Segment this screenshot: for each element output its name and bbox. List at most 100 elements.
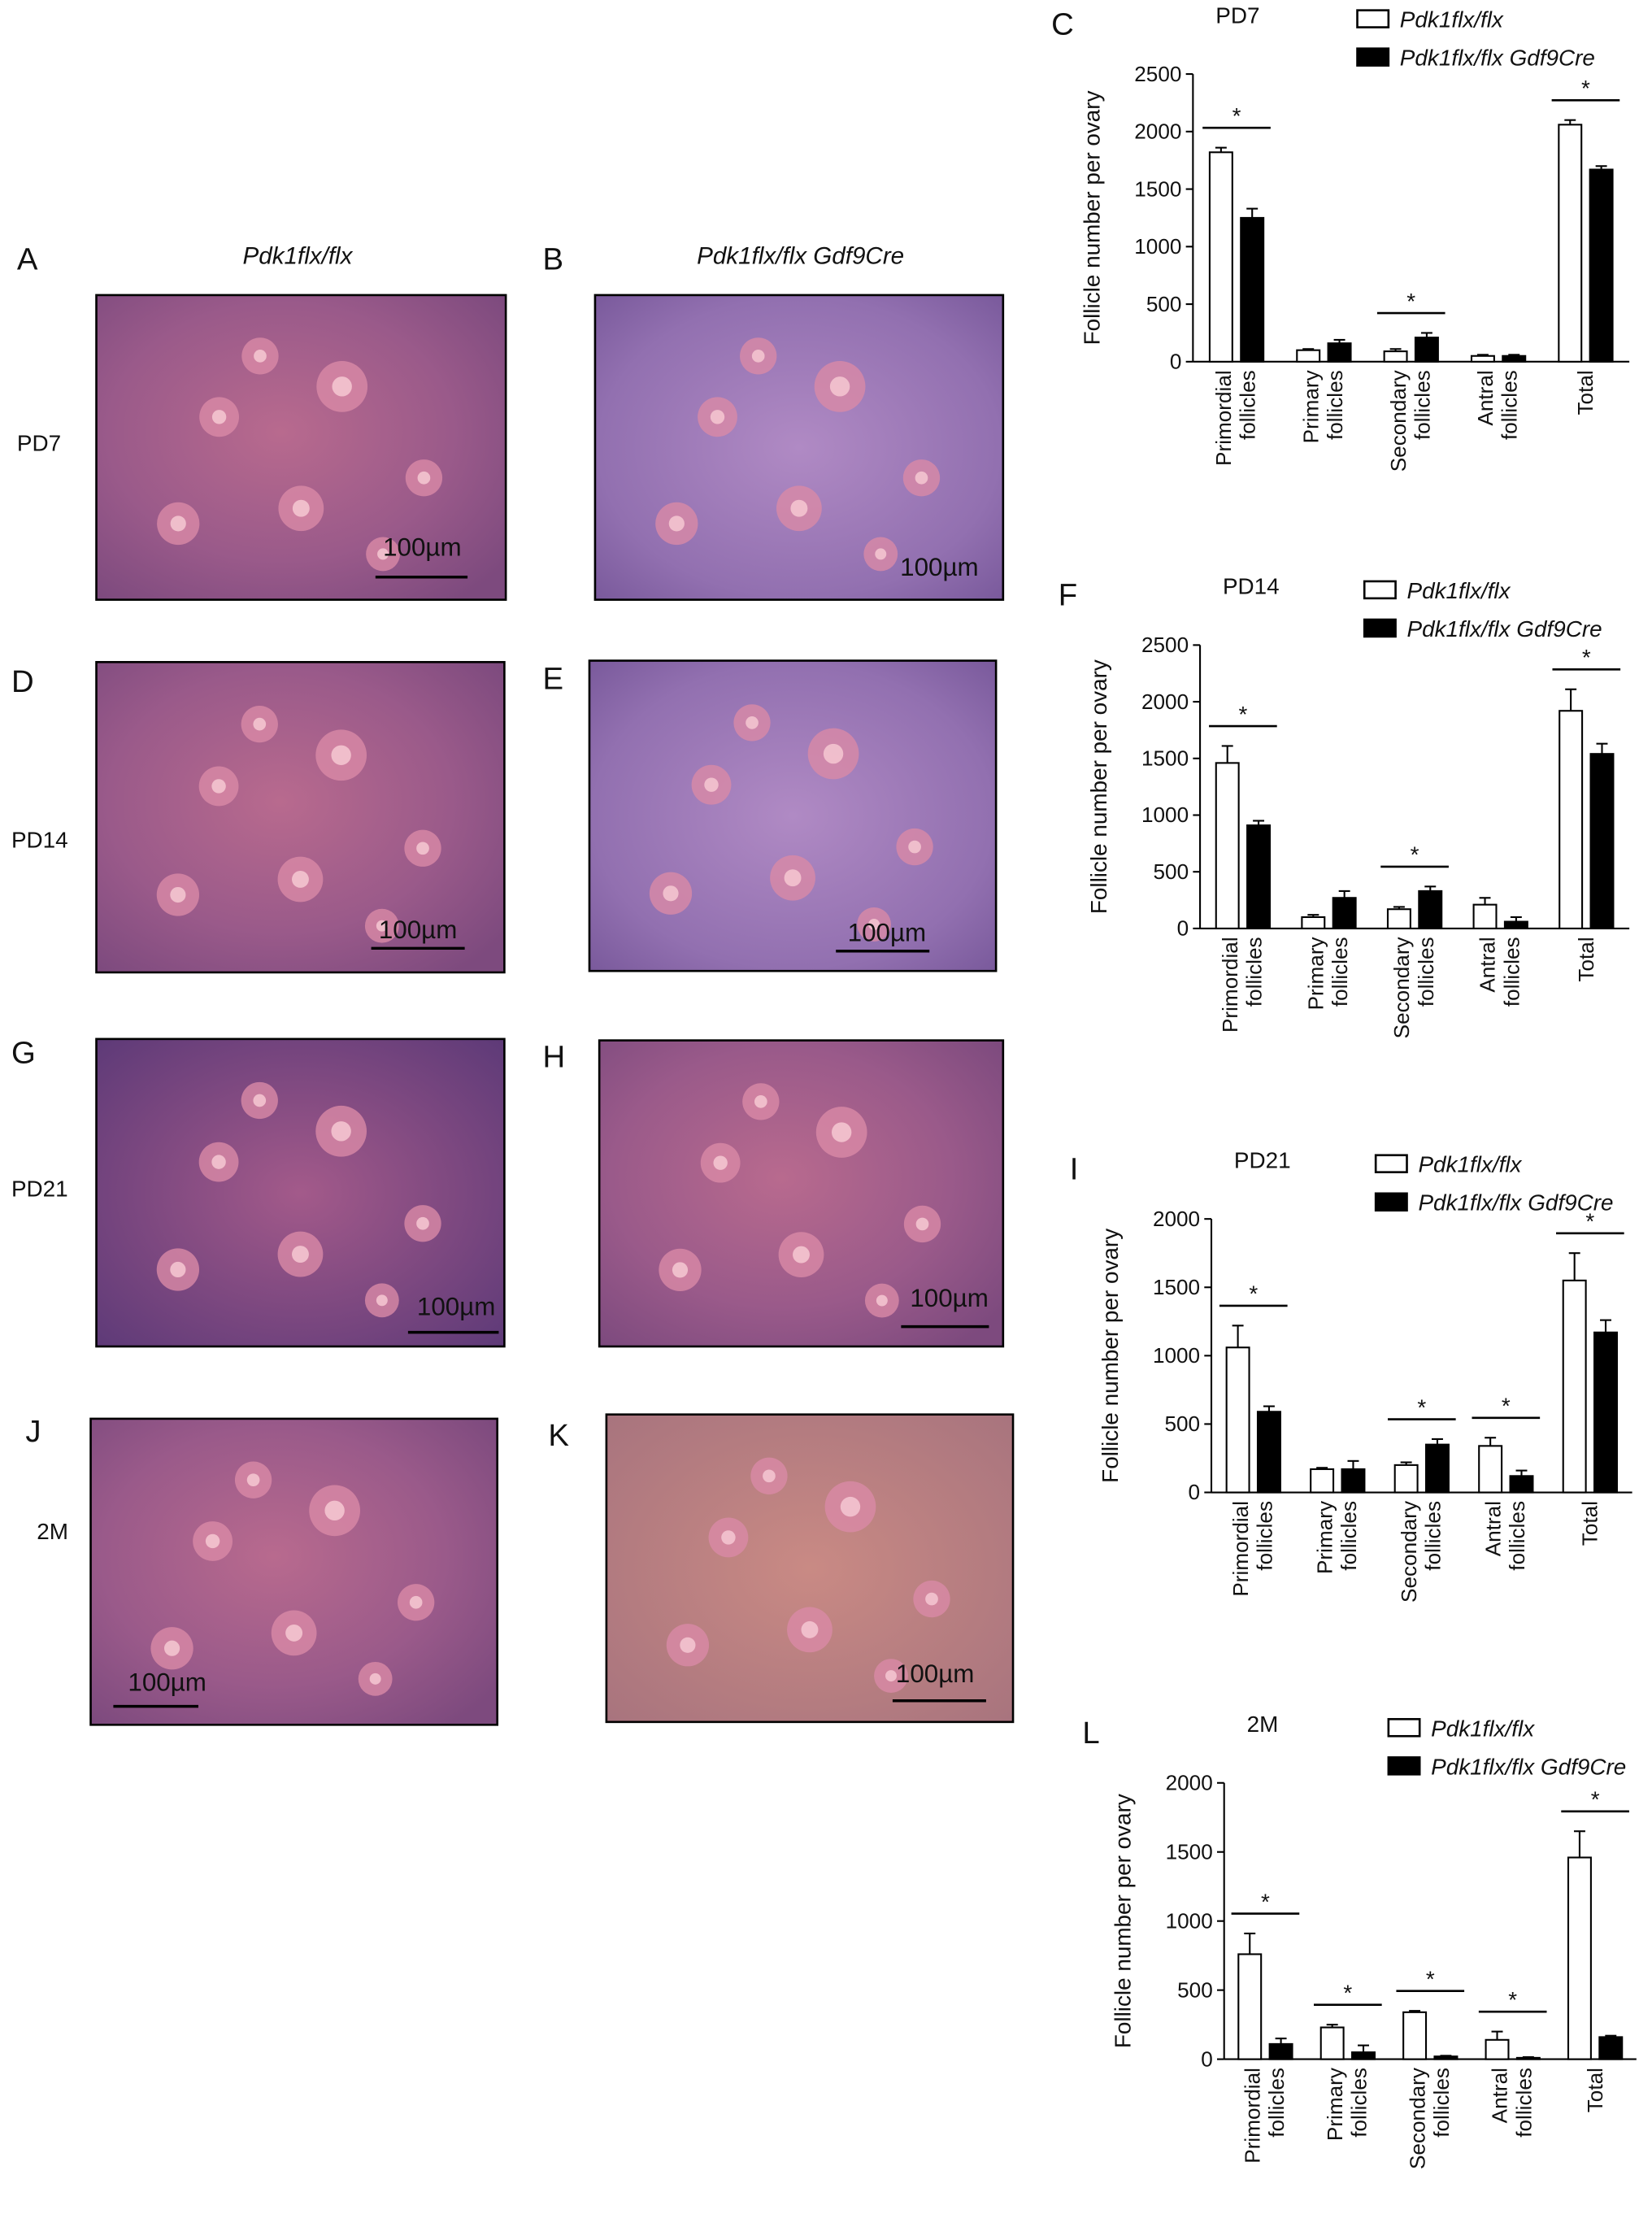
bar <box>1472 903 1498 929</box>
oocyte <box>885 1670 897 1682</box>
significance-label: * <box>1406 289 1415 314</box>
y-tick-label: 500 <box>1177 1977 1213 2002</box>
significance-label: * <box>1508 1987 1517 2012</box>
x-tick-label-box: Primary follicles <box>1314 2068 1382 2214</box>
panel-letter: F <box>1059 578 1077 613</box>
x-tick-label-group: Secondary follicles <box>1380 937 1449 1121</box>
panel-letter: A <box>17 242 38 277</box>
oocyte <box>663 885 679 902</box>
bar <box>1509 1475 1534 1494</box>
bar <box>1327 342 1352 363</box>
bar <box>1215 762 1240 929</box>
micrograph <box>96 1038 505 1347</box>
x-tick-label-box: Primordial follicles <box>1212 370 1261 466</box>
bar <box>1503 920 1528 929</box>
oocyte <box>170 515 186 532</box>
x-tick-label: Secondary follicles <box>1406 2068 1454 2170</box>
significance-label: * <box>1585 1209 1594 1234</box>
x-tick-label-wrap: Primordial follicles <box>1209 937 1277 1121</box>
x-tick-label-box: Antral follicles <box>1464 370 1532 555</box>
oocyte <box>829 376 850 397</box>
y-tick-label: 2000 <box>1134 120 1181 144</box>
x-tick-label-box: Secondary follicles <box>1406 2068 1454 2170</box>
oocyte <box>291 1246 309 1264</box>
scale-bar-label: 100µm <box>379 916 458 944</box>
oocyte <box>253 717 267 731</box>
x-tick-label: Secondary follicles <box>1398 1500 1446 1603</box>
bar <box>1515 2056 1541 2060</box>
micrograph-frame <box>95 1037 506 1348</box>
x-tick-label: Primary follicles <box>1299 370 1349 444</box>
significance-label: * <box>1238 702 1247 727</box>
bar <box>1558 124 1583 363</box>
row-label: PD21 <box>11 1176 68 1201</box>
x-tick-label: Primordial follicles <box>1212 370 1261 466</box>
y-tick-label: 0 <box>1170 350 1182 374</box>
scale-bar-label: 100µm <box>900 553 979 581</box>
x-tick-label-wrap: Primary follicles <box>1314 2068 1382 2214</box>
x-tick-label: Secondary follicles <box>1387 370 1436 472</box>
legend-label: Pdk1flx/flx Gdf9Cre <box>1418 1190 1613 1216</box>
bar <box>1351 2051 1376 2060</box>
oocyte <box>324 1500 345 1521</box>
significance-label: * <box>1591 1787 1600 1812</box>
panel-letter: D <box>11 664 34 699</box>
chart-title: 2M <box>1247 1712 1279 1737</box>
y-tick-label: 1000 <box>1134 234 1181 259</box>
oocyte <box>868 918 880 930</box>
oocyte <box>763 1469 776 1483</box>
bar <box>1256 1411 1281 1494</box>
y-tick-label: 1000 <box>1166 1908 1213 1933</box>
bar <box>1240 216 1265 363</box>
significance-label: * <box>1426 1967 1435 1992</box>
oocyte <box>793 1246 810 1264</box>
bar <box>1559 710 1584 929</box>
oocyte <box>291 870 309 888</box>
scale-bar-label: 100µm <box>896 1659 975 1688</box>
row-label: PD14 <box>11 828 68 853</box>
x-tick-label-box: Secondary follicles <box>1398 1500 1446 1603</box>
oocyte <box>376 920 388 932</box>
micrograph-frame <box>605 1413 1015 1724</box>
x-tick-label-group: Primordial follicles <box>1212 370 1261 466</box>
bar <box>1296 349 1321 363</box>
y-tick-label: 2000 <box>1166 1770 1213 1794</box>
bar <box>1237 1953 1263 2060</box>
y-tick-label: 1000 <box>1141 803 1189 827</box>
legend-swatch <box>1374 1154 1408 1173</box>
x-tick-label-group: Antral follicles <box>1489 2068 1537 2138</box>
oocyte <box>925 1592 938 1606</box>
x-tick-label-wrap: Antral follicles <box>1467 937 1535 1121</box>
oocyte <box>823 743 844 764</box>
bar <box>1301 916 1326 929</box>
x-tick-label-wrap: Primary follicles <box>1290 370 1359 555</box>
x-tick-label-group: Antral follicles <box>1464 370 1532 555</box>
x-tick-label-box: Total <box>1561 2068 1629 2214</box>
bar <box>1502 355 1527 363</box>
bar <box>1589 753 1615 929</box>
x-tick-label: Total <box>1578 1500 1602 1546</box>
bar <box>1414 337 1439 363</box>
oocyte <box>668 515 685 532</box>
x-tick-label-wrap: Total <box>1561 2068 1629 2214</box>
y-tick-label: 2000 <box>1153 1207 1200 1231</box>
x-tick-label-group: Primary follicles <box>1305 937 1353 1010</box>
legend-swatch <box>1387 1756 1421 1776</box>
x-tick-label-group: Total <box>1574 937 1598 981</box>
x-tick-label: Antral follicles <box>1476 937 1525 1007</box>
row-label: 2M <box>37 1519 68 1544</box>
y-tick-label: 2500 <box>1141 633 1189 657</box>
x-tick-label-wrap: Antral follicles <box>1464 370 1532 555</box>
legend-swatch <box>1363 580 1397 600</box>
x-tick-label: Primordial follicles <box>1229 1500 1278 1597</box>
oocyte <box>790 499 808 517</box>
x-tick-label-group: Primary follicles <box>1290 370 1359 555</box>
legend-swatch <box>1356 47 1390 67</box>
scale-bar-label: 100µm <box>128 1668 206 1696</box>
oocyte <box>908 840 921 854</box>
micrograph-frame <box>593 294 1005 601</box>
oocyte <box>417 471 431 485</box>
x-tick-label-wrap: Secondary follicles <box>1380 937 1449 1121</box>
micrograph <box>90 1418 498 1725</box>
